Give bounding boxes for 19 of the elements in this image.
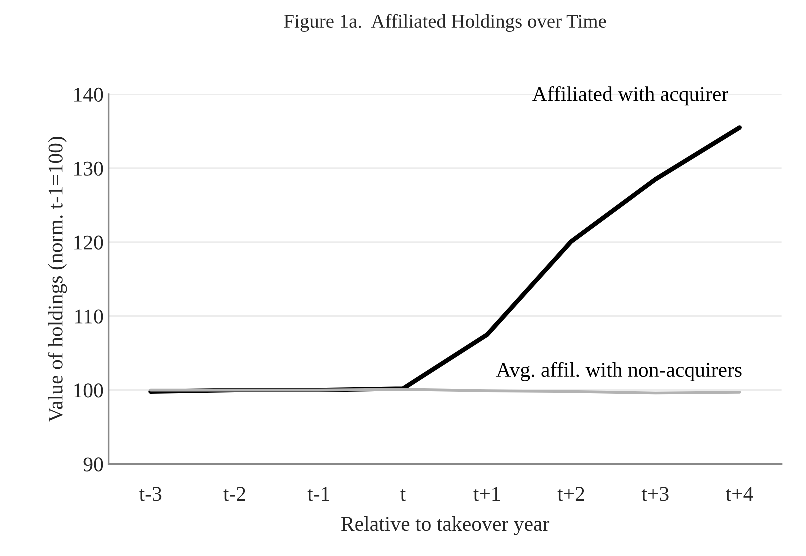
x-tick-label: t+3 bbox=[642, 487, 669, 502]
y-tick-label: 90 bbox=[84, 458, 104, 472]
y-tick-label: 110 bbox=[75, 310, 104, 324]
x-tick-label: t+4 bbox=[726, 487, 754, 502]
x-axis-title: Relative to takeover year bbox=[342, 516, 550, 536]
x-tick-label: t+2 bbox=[558, 487, 584, 502]
series-label: Avg. affil. with non-acquirers bbox=[496, 362, 742, 382]
y-tick-label: 100 bbox=[74, 384, 104, 398]
x-tick-label: t bbox=[400, 489, 406, 502]
y-axis-title: Value of holdings (norm. t-1=100) bbox=[48, 137, 68, 422]
x-tick-label: t-2 bbox=[224, 487, 246, 502]
y-tick-label: 120 bbox=[74, 236, 104, 250]
series-label: Affiliated with acquirer bbox=[532, 86, 728, 106]
y-tick-label: 140 bbox=[74, 88, 104, 102]
chart-title: Figure 1a. Affiliated Holdings over Time bbox=[284, 14, 606, 32]
x-tick-label: t-3 bbox=[140, 487, 162, 502]
x-tick-label: t+1 bbox=[474, 487, 500, 502]
x-tick-label: t-1 bbox=[308, 487, 330, 502]
y-tick-label: 130 bbox=[74, 162, 104, 176]
